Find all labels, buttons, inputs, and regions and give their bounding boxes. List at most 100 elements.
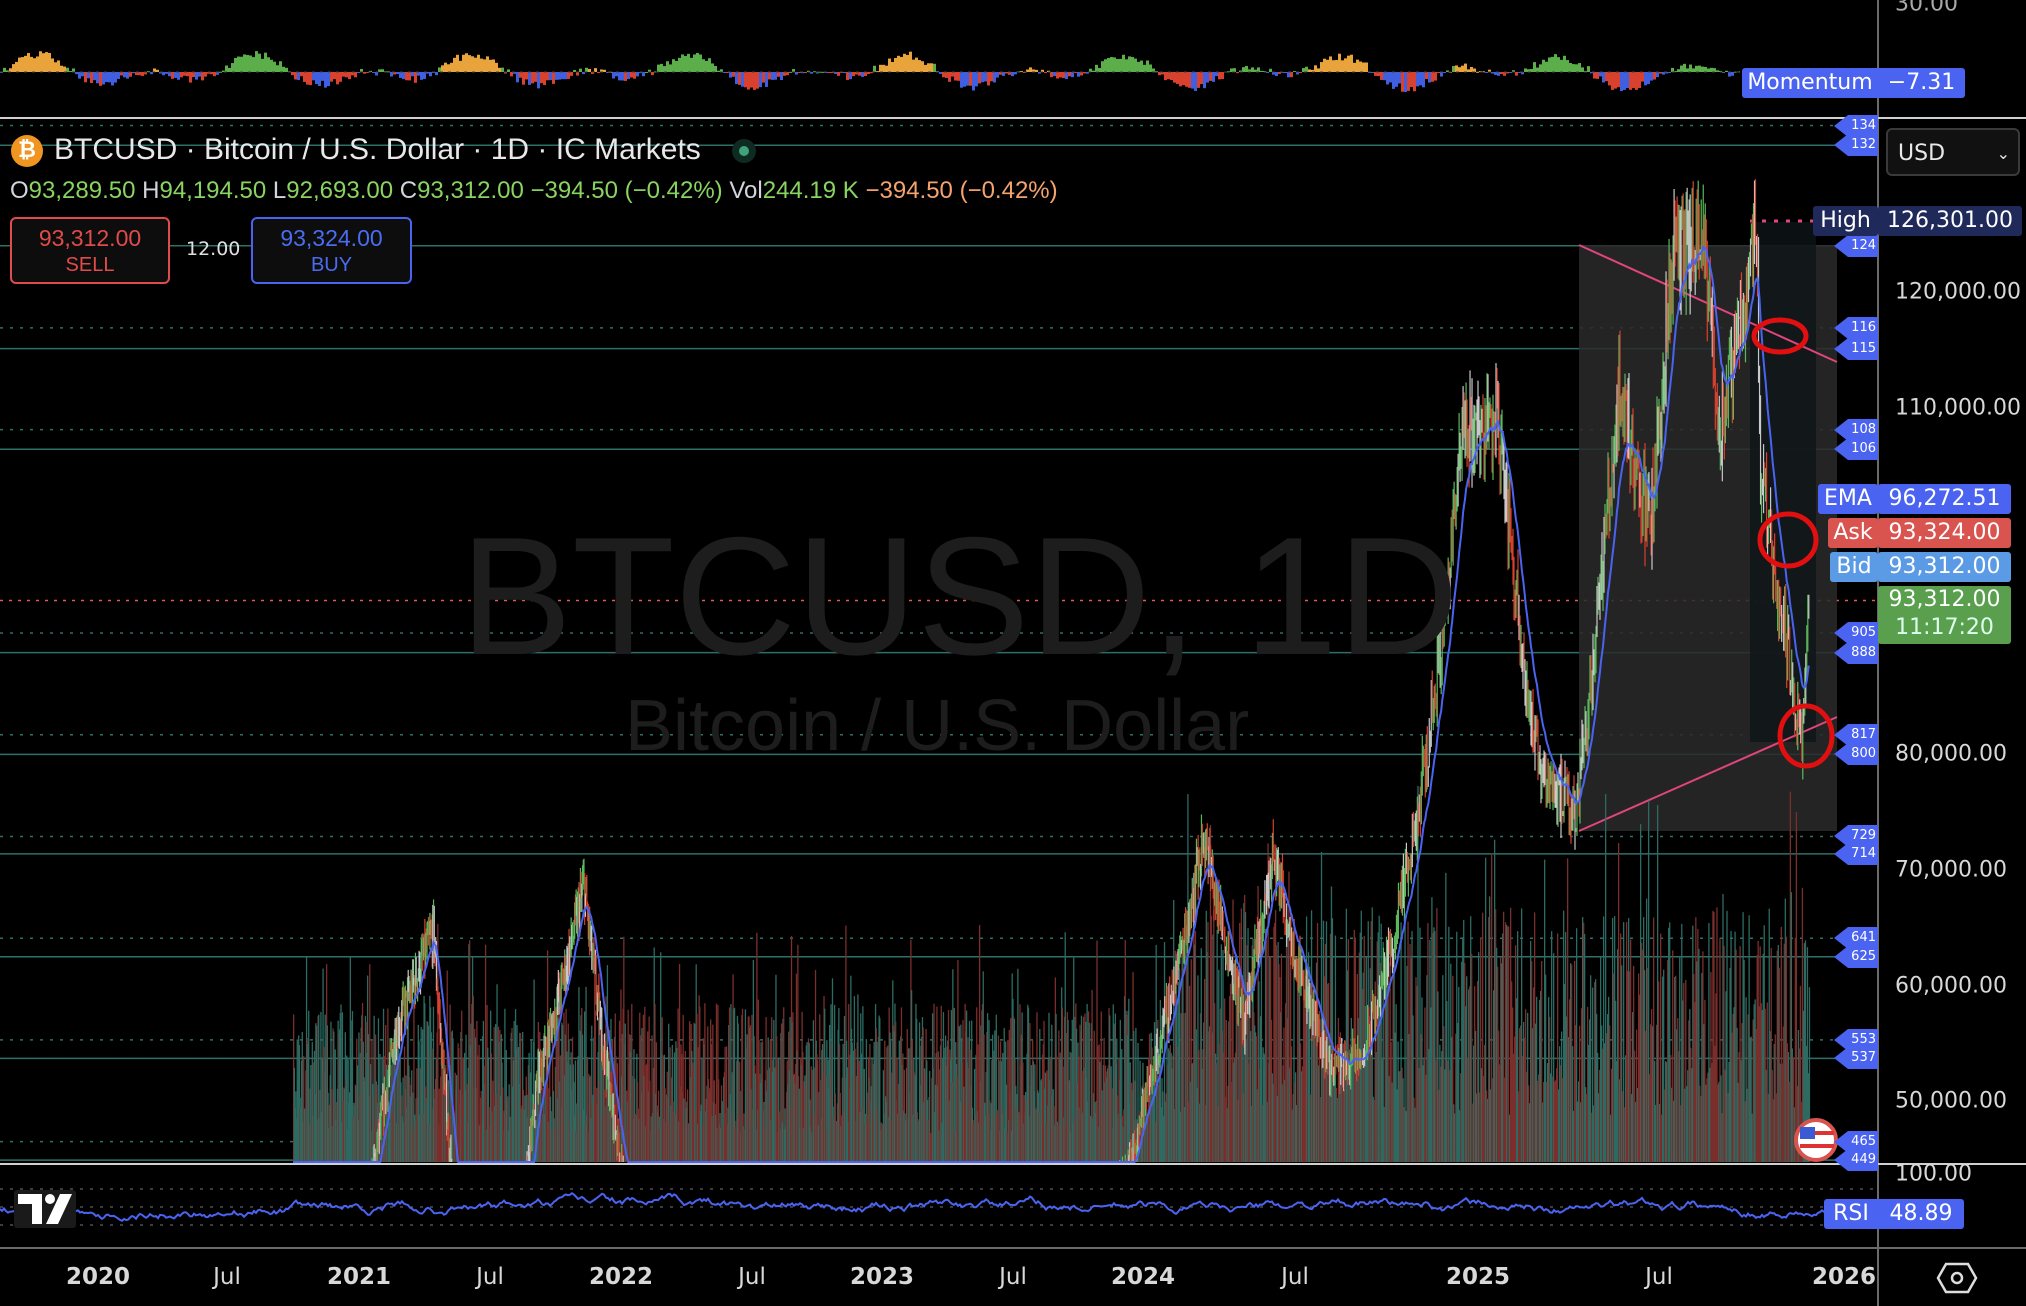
volume-bar bbox=[441, 1038, 443, 1162]
volume-bar bbox=[671, 1044, 673, 1162]
pane-divider-rsi[interactable] bbox=[0, 1163, 2026, 1165]
volume-bar bbox=[613, 1037, 616, 1162]
volume-bar bbox=[1526, 1071, 1528, 1162]
level-tag[interactable]: 625 bbox=[1834, 945, 1878, 968]
volume-bar bbox=[809, 1099, 811, 1162]
level-tag[interactable]: 124 bbox=[1834, 234, 1878, 257]
volume-bar bbox=[778, 1058, 780, 1162]
momentum-bar bbox=[1107, 58, 1110, 72]
level-tag[interactable]: 729 bbox=[1834, 825, 1878, 848]
volume-bar bbox=[297, 1079, 299, 1162]
rsi-value: 48.89 bbox=[1878, 1199, 1964, 1229]
buy-button[interactable]: 93,324.00 BUY bbox=[251, 217, 412, 284]
annotation-circle[interactable] bbox=[1751, 317, 1809, 355]
annotation-circle[interactable] bbox=[1777, 703, 1835, 769]
volume-bar bbox=[454, 1072, 456, 1162]
momentum-bar bbox=[1566, 60, 1569, 72]
volume-bar bbox=[624, 1023, 626, 1162]
volume-bar bbox=[944, 1061, 946, 1162]
volume-bar bbox=[632, 1119, 634, 1162]
volume-bar bbox=[952, 969, 954, 1162]
volume-bar bbox=[905, 1120, 907, 1162]
volume-bar bbox=[1024, 1111, 1026, 1162]
volume-bar bbox=[1115, 1064, 1117, 1162]
volume-bar bbox=[511, 1027, 513, 1162]
sell-button[interactable]: 93,312.00 SELL bbox=[10, 217, 170, 284]
level-tag[interactable]: 905 bbox=[1834, 622, 1878, 645]
momentum-bar bbox=[831, 72, 834, 74]
level-tag[interactable]: 115 bbox=[1834, 337, 1878, 360]
volume-bar bbox=[747, 1016, 749, 1162]
momentum-bar bbox=[1629, 72, 1632, 90]
volume-bar bbox=[787, 1084, 789, 1162]
volume-bar bbox=[721, 1101, 723, 1162]
volume-bar bbox=[807, 1061, 809, 1162]
momentum-bar bbox=[918, 60, 921, 72]
level-tag[interactable]: 537 bbox=[1834, 1047, 1878, 1070]
volume-bar bbox=[504, 1095, 507, 1162]
level-tag[interactable]: 800 bbox=[1834, 743, 1878, 766]
momentum-bar bbox=[33, 58, 36, 72]
us-flag-icon[interactable] bbox=[1794, 1118, 1838, 1162]
momentum-bar bbox=[987, 72, 990, 86]
volume-bar bbox=[551, 1128, 553, 1162]
volume-bar bbox=[1161, 1078, 1163, 1162]
annotation-circle[interactable] bbox=[1757, 511, 1819, 569]
level-tag[interactable]: 553 bbox=[1834, 1028, 1878, 1051]
momentum-bar bbox=[549, 72, 552, 81]
volume-bar bbox=[997, 1110, 999, 1162]
volume-bar bbox=[608, 1051, 610, 1162]
level-tag[interactable]: 108 bbox=[1834, 418, 1878, 441]
currency-select[interactable]: USD ⌄ bbox=[1886, 128, 2020, 176]
volume-bar bbox=[909, 1047, 911, 1162]
level-tag[interactable]: 641 bbox=[1834, 927, 1878, 950]
volume-bar bbox=[1276, 1095, 1278, 1162]
volume-bar bbox=[1740, 1060, 1742, 1162]
volume-bar bbox=[641, 1028, 643, 1162]
volume-bar bbox=[663, 1054, 666, 1162]
momentum-bar bbox=[228, 67, 231, 72]
momentum-bar bbox=[1227, 71, 1230, 73]
chart-settings-icon[interactable] bbox=[1936, 1262, 1978, 1294]
volume-bar bbox=[1207, 922, 1209, 1162]
volume-bar bbox=[1232, 899, 1234, 1162]
volume-bar bbox=[681, 1054, 683, 1162]
level-tag[interactable]: 134 bbox=[1834, 114, 1878, 137]
level-tag[interactable]: 714 bbox=[1834, 842, 1878, 865]
level-tag[interactable]: 106 bbox=[1834, 438, 1878, 461]
volume-bar bbox=[1753, 1004, 1755, 1162]
volume-bar bbox=[422, 1113, 424, 1162]
volume-bar bbox=[851, 1042, 853, 1162]
momentum-bar bbox=[597, 72, 600, 73]
level-tag[interactable]: 449 bbox=[1834, 1149, 1878, 1172]
momentum-histogram[interactable] bbox=[0, 51, 1740, 92]
volume-bar bbox=[1654, 1061, 1656, 1162]
lower-trendline[interactable] bbox=[1578, 716, 1838, 832]
momentum-bar bbox=[1038, 72, 1041, 74]
volume-bar bbox=[805, 1045, 807, 1162]
tradingview-logo-icon[interactable] bbox=[14, 1186, 78, 1230]
volume-bar bbox=[731, 1109, 733, 1162]
pane-divider-momentum[interactable] bbox=[0, 117, 2026, 119]
volume-bar bbox=[318, 1117, 321, 1162]
momentum-bar bbox=[993, 72, 996, 83]
level-tag[interactable]: 132 bbox=[1834, 134, 1878, 157]
volume-bar bbox=[1270, 1019, 1273, 1162]
level-tag[interactable]: 116 bbox=[1834, 316, 1878, 339]
level-tag[interactable]: 465 bbox=[1834, 1130, 1878, 1153]
market-status-icon[interactable] bbox=[732, 139, 756, 163]
momentum-bar bbox=[276, 65, 279, 72]
volume-bar bbox=[701, 1059, 703, 1162]
momentum-bar bbox=[123, 72, 126, 78]
volume-bar bbox=[1422, 1065, 1424, 1162]
level-tag[interactable]: 888 bbox=[1834, 641, 1878, 664]
volume-bar bbox=[536, 1089, 538, 1162]
volume-bar bbox=[857, 1062, 860, 1162]
volume-bar bbox=[1287, 929, 1289, 1162]
level-tag[interactable]: 817 bbox=[1834, 723, 1878, 746]
volume-bar bbox=[1538, 1074, 1540, 1162]
main-pane[interactable] bbox=[0, 124, 1877, 1163]
symbol-title[interactable]: BTCUSD · Bitcoin / U.S. Dollar · 1D · IC… bbox=[54, 133, 701, 166]
volume-bar bbox=[1125, 1010, 1127, 1162]
